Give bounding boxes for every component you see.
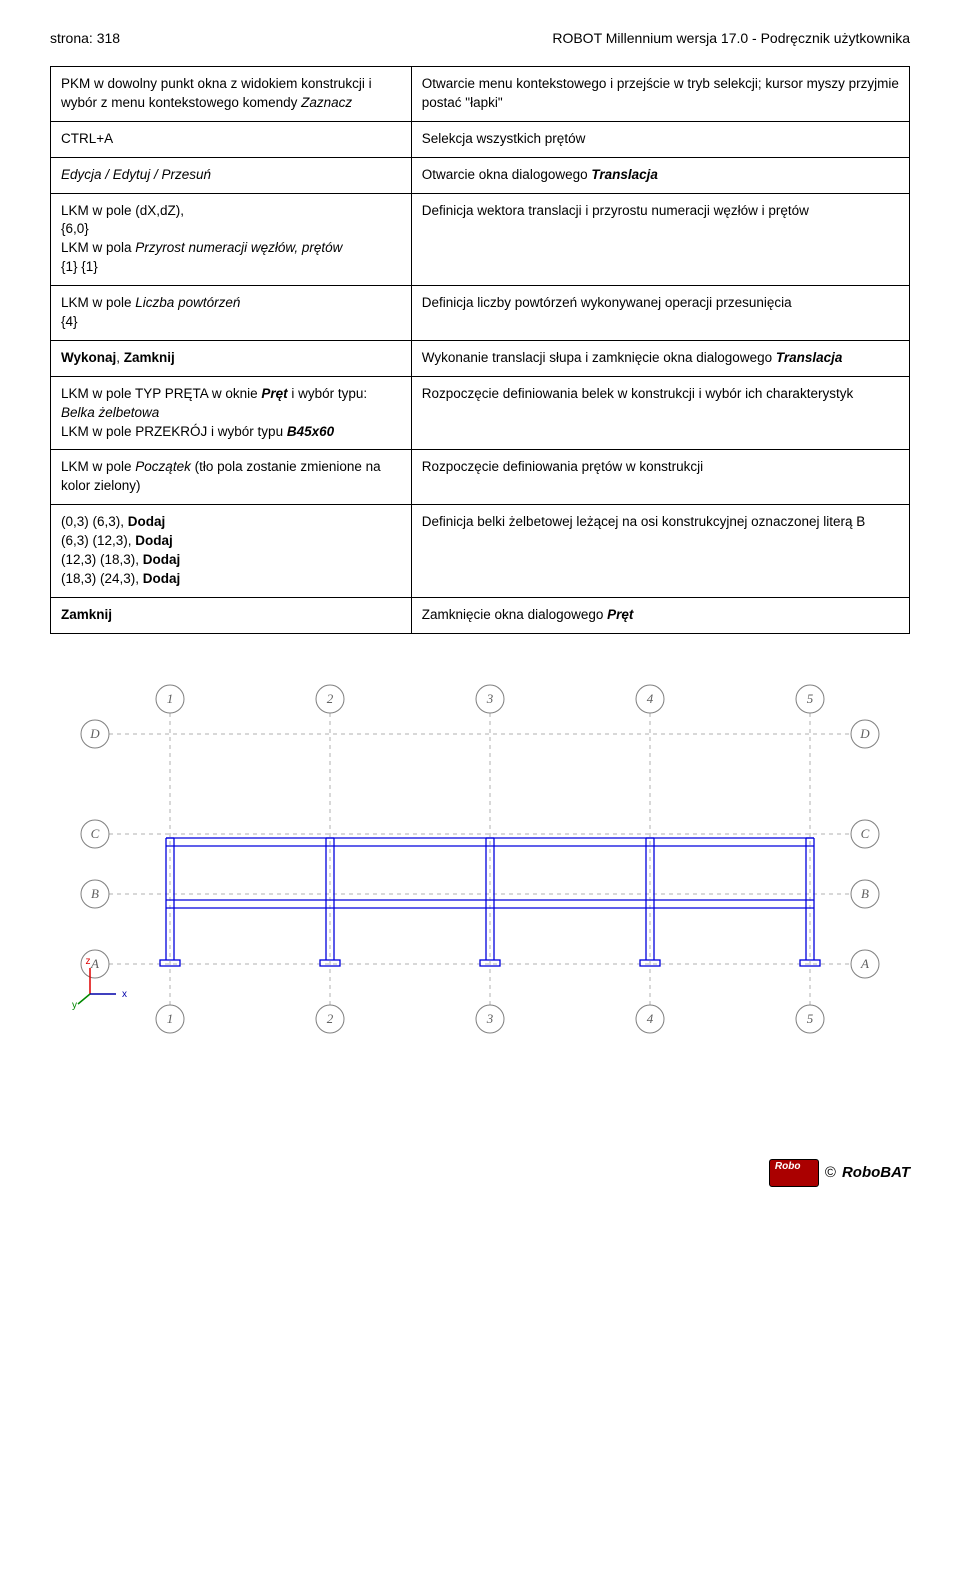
- description-cell: Rozpoczęcie definiowania prętów w konstr…: [411, 450, 909, 505]
- svg-text:2: 2: [327, 691, 334, 706]
- table-row: Edycja / Edytuj / PrzesuńOtwarcie okna d…: [51, 157, 910, 193]
- svg-text:x: x: [122, 989, 127, 1000]
- svg-text:B: B: [91, 886, 99, 901]
- svg-text:B: B: [861, 886, 869, 901]
- action-cell: LKM w pole Liczba powtórzeń{4}: [51, 286, 412, 341]
- action-cell: Edycja / Edytuj / Przesuń: [51, 157, 412, 193]
- brand-name: RoboBAT: [842, 1164, 910, 1181]
- svg-text:z: z: [86, 956, 91, 967]
- svg-text:A: A: [90, 956, 99, 971]
- svg-text:D: D: [89, 726, 100, 741]
- description-cell: Definicja wektora translacji i przyrostu…: [411, 193, 909, 286]
- svg-text:1: 1: [167, 691, 174, 706]
- description-cell: Selekcja wszystkich prętów: [411, 121, 909, 157]
- table-row: LKM w pole Liczba powtórzeń{4}Definicja …: [51, 286, 910, 341]
- svg-text:C: C: [861, 826, 870, 841]
- svg-text:5: 5: [807, 1011, 814, 1026]
- table-row: (0,3) (6,3), Dodaj(6,3) (12,3), Dodaj(12…: [51, 505, 910, 598]
- action-cell: (0,3) (6,3), Dodaj(6,3) (12,3), Dodaj(12…: [51, 505, 412, 598]
- svg-text:y: y: [72, 1000, 77, 1011]
- table-row: ZamknijZamknięcie okna dialogowego Pręt: [51, 597, 910, 633]
- svg-text:1: 1: [167, 1011, 174, 1026]
- description-cell: Rozpoczęcie definiowania belek w konstru…: [411, 376, 909, 450]
- instructions-table: PKM w dowolny punkt okna z widokiem kons…: [50, 66, 910, 634]
- svg-text:4: 4: [647, 1011, 654, 1026]
- description-cell: Otwarcie menu kontekstowego i przejście …: [411, 67, 909, 122]
- action-cell: PKM w dowolny punkt okna z widokiem kons…: [51, 67, 412, 122]
- doc-title: ROBOT Millennium wersja 17.0 - Podręczni…: [552, 30, 910, 46]
- svg-text:A: A: [860, 956, 869, 971]
- svg-text:2: 2: [327, 1011, 334, 1026]
- action-cell: Wykonaj, Zamknij: [51, 340, 412, 376]
- table-row: PKM w dowolny punkt okna z widokiem kons…: [51, 67, 910, 122]
- description-cell: Definicja belki żelbetowej leżącej na os…: [411, 505, 909, 598]
- action-cell: Zamknij: [51, 597, 412, 633]
- table-row: LKM w pole TYP PRĘTA w oknie Pręt i wybó…: [51, 376, 910, 450]
- table-row: LKM w pole Początek (tło pola zostanie z…: [51, 450, 910, 505]
- description-cell: Wykonanie translacji słupa i zamknięcie …: [411, 340, 909, 376]
- action-cell: LKM w pole (dX,dZ),{6,0}LKM w pola Przyr…: [51, 193, 412, 286]
- description-cell: Definicja liczby powtórzeń wykonywanej o…: [411, 286, 909, 341]
- description-cell: Zamknięcie okna dialogowego Pręt: [411, 597, 909, 633]
- table-row: CTRL+ASelekcja wszystkich prętów: [51, 121, 910, 157]
- page-number: strona: 318: [50, 30, 120, 46]
- table-row: LKM w pole (dX,dZ),{6,0}LKM w pola Przyr…: [51, 193, 910, 286]
- svg-text:D: D: [859, 726, 870, 741]
- table-row: Wykonaj, ZamknijWykonanie translacji słu…: [51, 340, 910, 376]
- action-cell: LKM w pole TYP PRĘTA w oknie Pręt i wybó…: [51, 376, 412, 450]
- action-cell: LKM w pole Początek (tło pola zostanie z…: [51, 450, 412, 505]
- footer: © RoboBAT: [50, 1159, 910, 1187]
- robobat-logo-icon: [769, 1159, 819, 1187]
- copyright-symbol: ©: [825, 1164, 836, 1181]
- description-cell: Otwarcie okna dialogowego Translacja: [411, 157, 909, 193]
- svg-text:C: C: [91, 826, 100, 841]
- svg-text:3: 3: [486, 691, 494, 706]
- svg-text:4: 4: [647, 691, 654, 706]
- svg-text:3: 3: [486, 1011, 494, 1026]
- svg-text:5: 5: [807, 691, 814, 706]
- structure-diagram: 1 1 2 2 3 3 4 4 5 5 D D C C B B A Az x y: [50, 674, 910, 1059]
- action-cell: CTRL+A: [51, 121, 412, 157]
